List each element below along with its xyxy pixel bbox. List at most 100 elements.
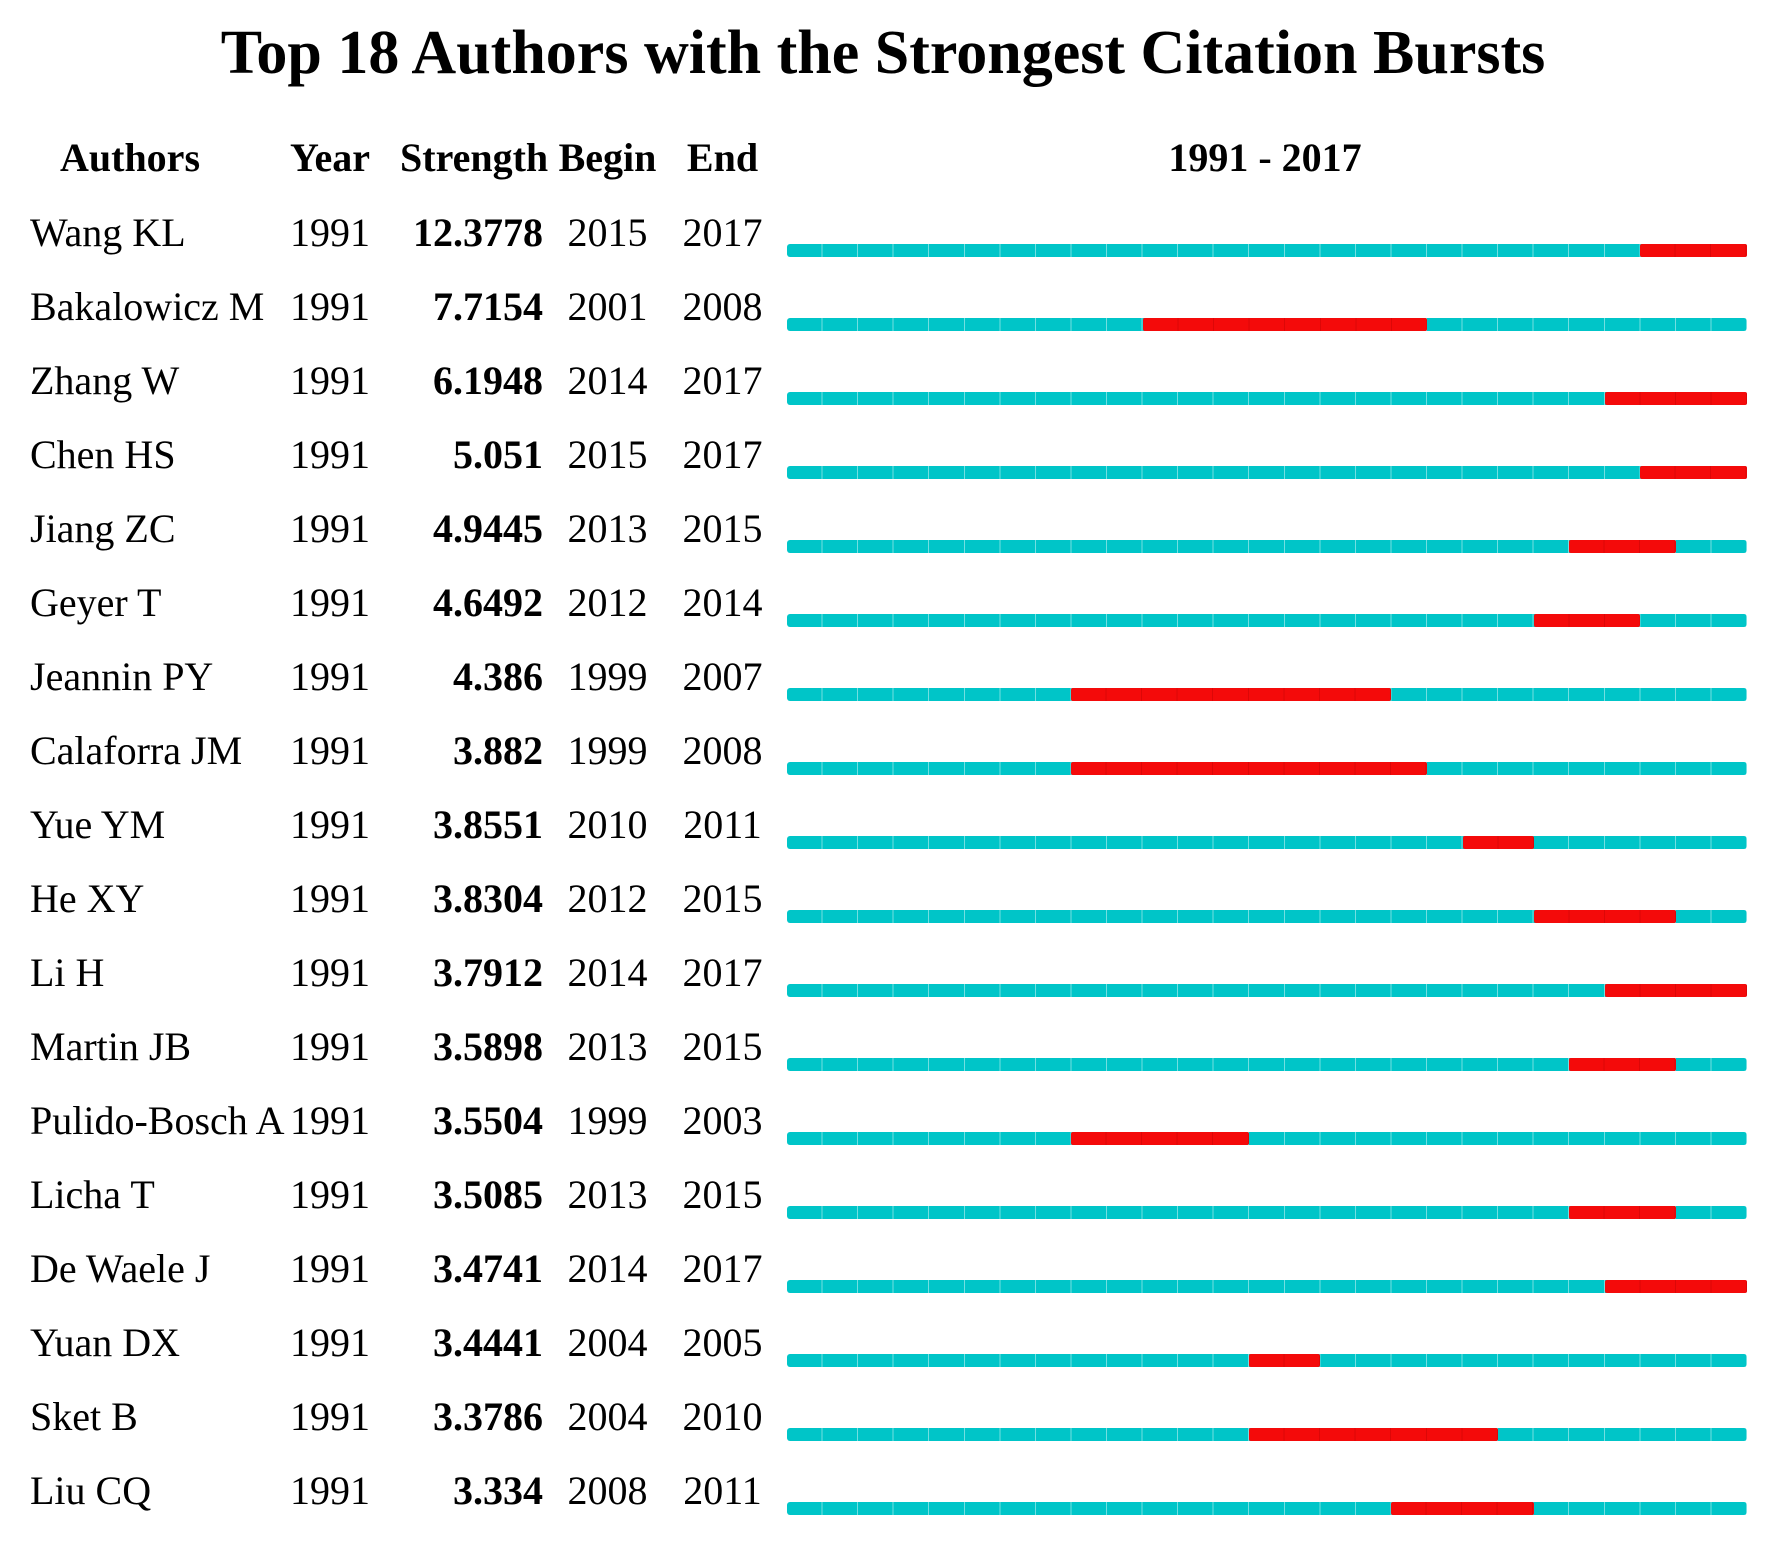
begin-year: 2013: [567, 506, 648, 552]
burst-segment: [1071, 688, 1392, 702]
strength-value: 4.6492: [433, 580, 543, 626]
table-row: Sket B 1991 3.3786 2004 2010: [0, 1380, 1766, 1454]
year-value: 1991: [290, 1024, 370, 1070]
table-row: Yue YM 1991 3.8551 2010 2011: [0, 788, 1766, 862]
end-year: 2015: [682, 1172, 763, 1218]
begin-year: 2014: [567, 1246, 648, 1292]
author-name: Martin JB: [30, 1024, 192, 1070]
strength-value: 6.1948: [433, 358, 543, 404]
timeline-track: [787, 1058, 1747, 1072]
author-name: Chen HS: [30, 432, 176, 478]
strength-value: 3.8304: [433, 876, 543, 922]
burst-segment: [1142, 318, 1427, 332]
year-value: 1991: [290, 802, 370, 848]
burst-segment: [1249, 1428, 1499, 1442]
timeline-track: [787, 392, 1747, 406]
end-year: 2005: [682, 1320, 763, 1366]
begin-year: 2014: [567, 358, 648, 404]
year-value: 1991: [290, 580, 370, 626]
table-row: Geyer T 1991 4.6492 2012 2014: [0, 566, 1766, 640]
strength-value: 3.8551: [433, 802, 543, 848]
begin-year: 2012: [567, 580, 648, 626]
burst-segment: [1249, 1354, 1321, 1368]
end-year: 2010: [682, 1394, 763, 1440]
burst-segment: [1640, 244, 1747, 258]
table-row: Calaforra JM 1991 3.882 1999 2008: [0, 714, 1766, 788]
year-value: 1991: [290, 432, 370, 478]
author-name: Zhang W: [30, 358, 180, 404]
strength-value: 7.7154: [433, 284, 543, 330]
timeline-track: [787, 614, 1747, 628]
end-year: 2017: [682, 432, 763, 478]
author-name: Li H: [30, 950, 105, 996]
end-year: 2017: [682, 358, 763, 404]
burst-segment: [1462, 836, 1534, 850]
year-value: 1991: [290, 1320, 370, 1366]
year-value: 1991: [290, 210, 370, 256]
column-header-row: Authors Year Strength Begin End 1991 - 2…: [0, 135, 1766, 181]
begin-year: 2001: [567, 284, 648, 330]
end-year: 2003: [682, 1098, 763, 1144]
author-name: Sket B: [30, 1394, 138, 1440]
end-year: 2017: [682, 1246, 763, 1292]
burst-segment: [1071, 762, 1427, 776]
begin-year: 2008: [567, 1468, 648, 1514]
strength-value: 3.882: [453, 728, 543, 774]
begin-year: 2012: [567, 876, 648, 922]
table-row: Chen HS 1991 5.051 2015 2017: [0, 418, 1766, 492]
strength-value: 3.4441: [433, 1320, 543, 1366]
header-begin: Begin: [558, 135, 657, 181]
year-value: 1991: [290, 876, 370, 922]
begin-year: 2004: [567, 1394, 648, 1440]
author-name: Geyer T: [30, 580, 162, 626]
burst-segment: [1569, 1206, 1676, 1220]
year-value: 1991: [290, 1468, 370, 1514]
end-year: 2008: [682, 728, 763, 774]
burst-segment: [1640, 466, 1747, 480]
strength-value: 3.334: [453, 1468, 543, 1514]
table-row: He XY 1991 3.8304 2012 2015: [0, 862, 1766, 936]
strength-value: 3.3786: [433, 1394, 543, 1440]
begin-year: 2010: [567, 802, 648, 848]
author-name: Licha T: [30, 1172, 155, 1218]
author-name: Liu CQ: [30, 1468, 152, 1514]
timeline-track: [787, 1428, 1747, 1442]
begin-year: 1999: [567, 728, 648, 774]
end-year: 2007: [682, 654, 763, 700]
year-value: 1991: [290, 1172, 370, 1218]
timeline-track: [787, 1354, 1747, 1368]
begin-year: 2004: [567, 1320, 648, 1366]
strength-value: 3.5504: [433, 1098, 543, 1144]
timeline-track: [787, 836, 1747, 850]
author-name: De Waele J: [30, 1246, 211, 1292]
end-year: 2017: [682, 210, 763, 256]
year-value: 1991: [290, 506, 370, 552]
end-year: 2017: [682, 950, 763, 996]
year-value: 1991: [290, 1098, 370, 1144]
begin-year: 2014: [567, 950, 648, 996]
end-year: 2011: [683, 1468, 762, 1514]
year-value: 1991: [290, 358, 370, 404]
table-row: Wang KL 1991 12.3778 2015 2017: [0, 196, 1766, 270]
header-end: End: [686, 135, 759, 181]
timeline-track: [787, 984, 1747, 998]
table-row: De Waele J 1991 3.4741 2014 2017: [0, 1232, 1766, 1306]
author-name: Yuan DX: [30, 1320, 180, 1366]
year-value: 1991: [290, 284, 370, 330]
burst-segment: [1533, 614, 1641, 628]
end-year: 2015: [682, 1024, 763, 1070]
header-strength: Strength: [400, 135, 549, 181]
burst-segment: [1533, 910, 1676, 924]
end-year: 2008: [682, 284, 763, 330]
author-name: Calaforra JM: [30, 728, 243, 774]
timeline-track: [787, 762, 1747, 776]
author-name: Wang KL: [30, 210, 186, 256]
burst-segment: [1391, 1502, 1534, 1516]
begin-year: 1999: [567, 654, 648, 700]
strength-value: 3.7912: [433, 950, 543, 996]
burst-rows: Wang KL 1991 12.3778 2015 2017 Bakalowic…: [0, 196, 1766, 1528]
timeline-track: [787, 1206, 1747, 1220]
timeline-track: [787, 688, 1747, 702]
year-value: 1991: [290, 1394, 370, 1440]
